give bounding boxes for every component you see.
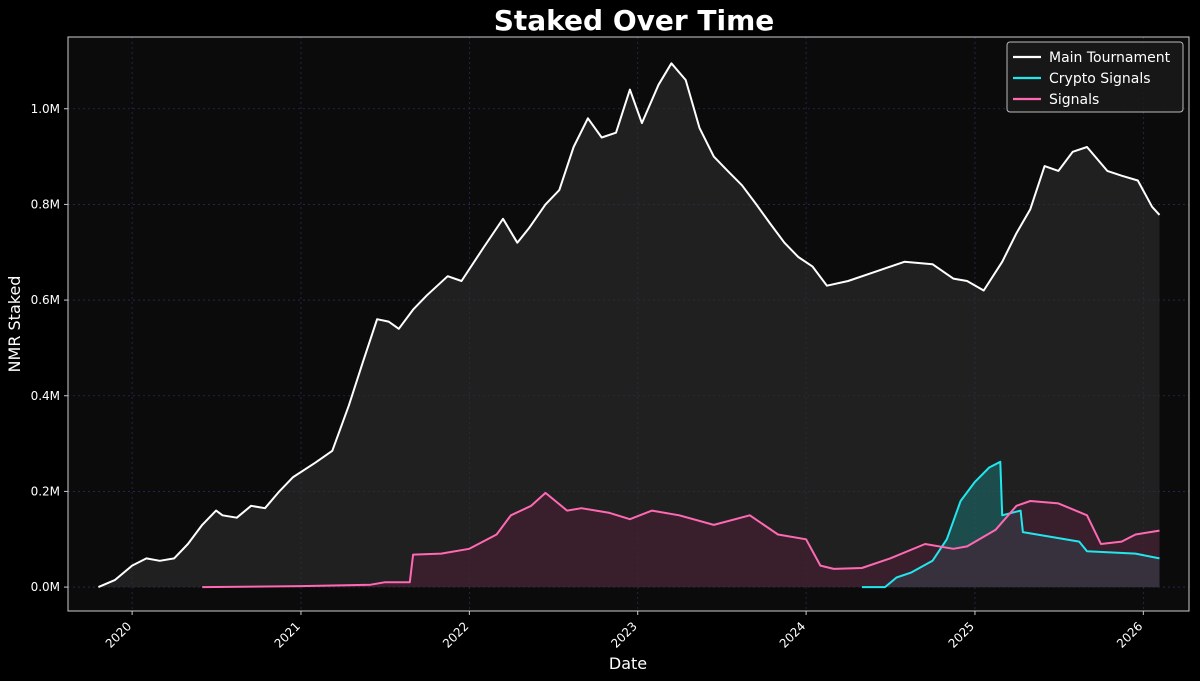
series-fill-main-tournament — [98, 63, 1160, 588]
y-tick-label: 0.8M — [31, 197, 60, 211]
legend-box — [1006, 41, 1184, 113]
y-tick-label: 0.6M — [31, 293, 60, 307]
series-line-crypto-signals — [861, 460, 1160, 589]
y-tick-label: 0.2M — [31, 484, 60, 498]
series-fill-signals — [202, 492, 1160, 588]
y-tick-label: 1.0M — [31, 102, 60, 116]
legend-label-signals: Signals — [1049, 92, 1099, 108]
y-tick-label: 0.0M — [31, 580, 60, 594]
series-lines — [98, 62, 1161, 589]
series-line-main-tournament — [98, 62, 1161, 589]
legend-label-crypto-signals: Crypto Signals — [1049, 71, 1151, 87]
y-tick-label: 0.4M — [31, 389, 60, 403]
y-axis-ticks: 0.0M 0.2M 0.4M 0.6M 0.8M 1.0M — [31, 102, 68, 594]
x-axis-label: Date — [609, 654, 647, 673]
chart-title: Staked Over Time — [494, 4, 775, 37]
plot-frame — [67, 36, 1190, 612]
y-axis-label: NMR Staked — [5, 276, 24, 373]
legend: Main Tournament Crypto Signals Signals — [1006, 41, 1184, 113]
series-line-signals — [202, 491, 1160, 589]
legend-label-main-tournament: Main Tournament — [1049, 50, 1171, 66]
